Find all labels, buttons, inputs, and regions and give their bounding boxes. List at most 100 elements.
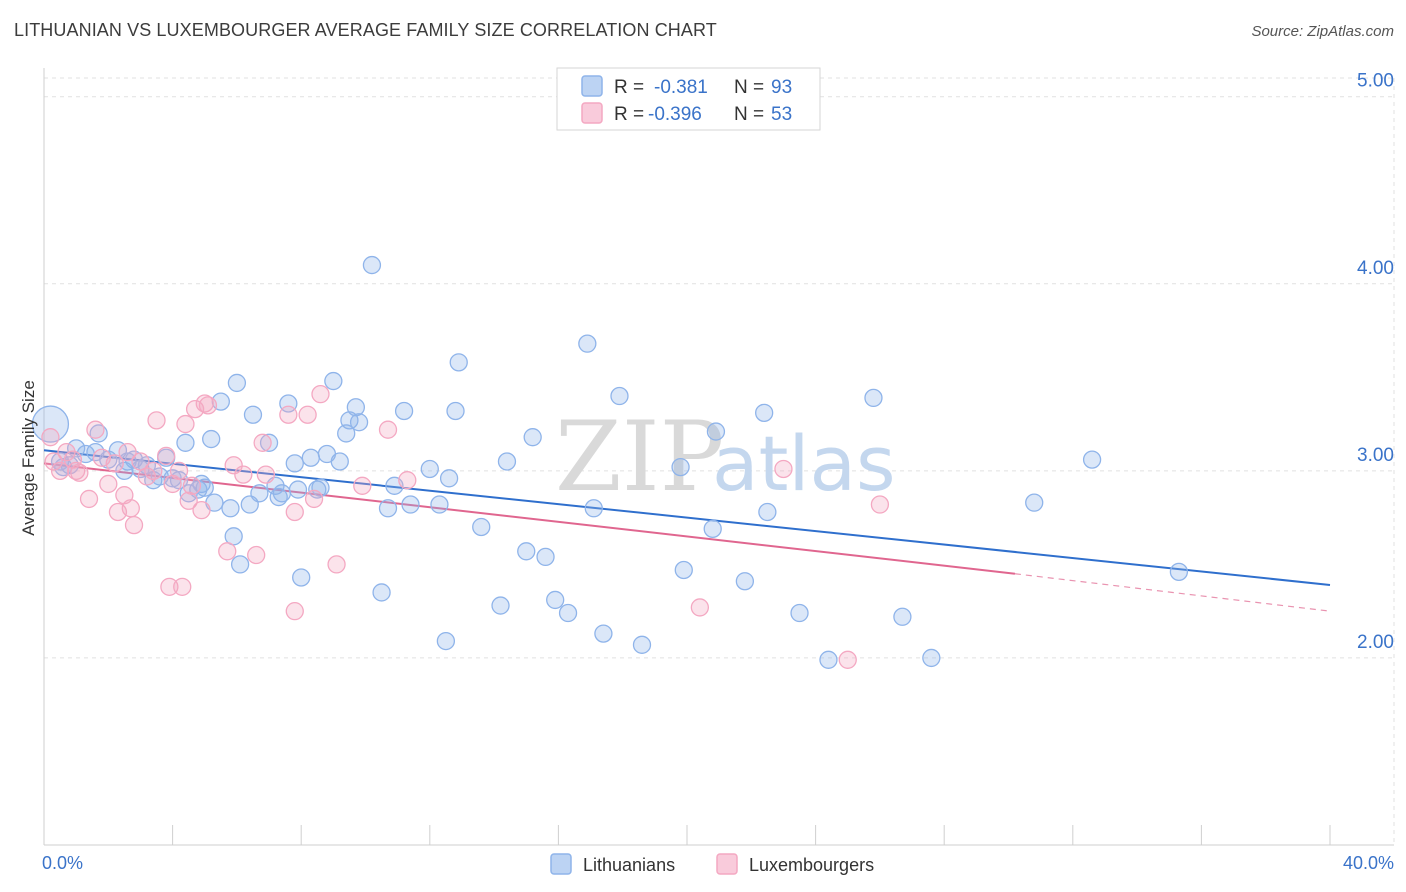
point-lithuanians-4: [67, 439, 86, 458]
point-luxembourgers-14: [118, 442, 137, 462]
point-lithuanians-31: [243, 405, 263, 424]
legend-bottom-swatch-luxembourgers: [716, 853, 738, 875]
point-lithuanians-50: [362, 255, 382, 275]
legend-n-value-lithuanians: 93: [771, 77, 792, 98]
point-luxembourgers-20: [147, 411, 166, 430]
point-lithuanians-59: [439, 469, 459, 488]
watermark-zip: ZIP: [555, 401, 724, 513]
legend-n-label-luxembourgers: N =: [734, 104, 764, 125]
legend-series: Lithuanians Luxembourgers: [550, 853, 874, 875]
chart-title: LITHUANIAN VS LUXEMBOURGER AVERAGE FAMIL…: [14, 20, 717, 40]
point-luxembourgers-32: [198, 396, 218, 415]
point-lithuanians-88: [1082, 450, 1102, 469]
point-luxembourgers-3: [57, 442, 76, 462]
point-luxembourgers-38: [256, 465, 275, 484]
legend-swatch-luxembourgers: [581, 102, 603, 124]
point-luxembourgers-5: [67, 461, 86, 481]
point-luxembourgers-11: [105, 454, 124, 473]
point-lithuanians-74: [632, 635, 652, 654]
point-luxembourgers-33: [218, 542, 237, 561]
point-luxembourgers-34: [224, 456, 243, 475]
point-lithuanians-32: [250, 484, 269, 503]
point-lithuanians-41: [301, 448, 320, 467]
legend-r-label-lithuanians: R =: [614, 77, 644, 98]
point-luxembourgers-48: [398, 471, 417, 490]
y-axis-label: Average Family Size: [19, 380, 38, 536]
point-luxembourgers-16: [124, 515, 144, 535]
point-lithuanians-87: [1025, 493, 1044, 512]
point-luxembourgers-46: [353, 476, 372, 495]
point-lithuanians-64: [497, 452, 517, 471]
point-lithuanians-57: [430, 495, 449, 514]
trend-line-luxembourgers: [43, 462, 1016, 575]
point-lithuanians-61: [449, 353, 468, 372]
point-luxembourgers-19: [144, 461, 163, 481]
point-luxembourgers-24: [169, 461, 189, 481]
point-lithuanians-17: [163, 469, 182, 488]
point-lithuanians-82: [790, 603, 809, 623]
point-lithuanians-89: [1169, 562, 1189, 582]
point-lithuanians-33: [259, 433, 279, 452]
trend-line-extension-luxembourgers: [1014, 573, 1331, 612]
point-luxembourgers-8: [86, 420, 105, 439]
point-lithuanians-86: [922, 648, 941, 668]
watermark-atlas: atlas: [712, 419, 896, 508]
point-luxembourgers-47: [378, 420, 398, 439]
y-tick-label-2: 4.00: [1357, 258, 1394, 279]
point-luxembourgers-7: [79, 489, 99, 509]
point-luxembourgers-27: [179, 491, 198, 510]
y-tick-labels: 2.00 3.00 4.00 5.00: [1357, 71, 1394, 653]
point-luxembourgers-39: [279, 405, 298, 424]
y-tick-label-1: 3.00: [1357, 445, 1394, 466]
y-tick-label-0: 2.00: [1357, 632, 1394, 653]
chart-source: Source: ZipAtlas.com: [1251, 23, 1394, 40]
axes: [43, 68, 1394, 846]
point-lithuanians-23: [202, 429, 221, 449]
point-luxembourgers-50: [774, 459, 793, 479]
point-lithuanians-39: [288, 480, 308, 499]
point-lithuanians-62: [472, 517, 491, 537]
point-lithuanians-71: [584, 499, 603, 518]
point-lithuanians-66: [523, 428, 542, 447]
point-luxembourgers-42: [298, 405, 317, 424]
point-lithuanians-75: [671, 457, 690, 477]
point-lithuanians-65: [517, 542, 536, 561]
point-luxembourgers-30: [192, 500, 211, 520]
point-lithuanians-73: [610, 386, 629, 406]
point-lithuanians-44: [324, 371, 343, 391]
point-luxembourgers-31: [195, 394, 214, 413]
point-lithuanians-70: [578, 334, 597, 353]
trend-line-lithuanians: [43, 449, 1331, 586]
point-lithuanians-81: [758, 502, 777, 522]
point-luxembourgers-44: [311, 385, 330, 404]
point-luxembourgers-28: [182, 476, 202, 495]
point-luxembourgers-2: [50, 461, 70, 481]
point-lithuanians-36: [272, 484, 292, 503]
point-luxembourgers-6: [70, 463, 89, 482]
data-points: [31, 255, 1189, 669]
point-lithuanians-67: [536, 547, 555, 567]
point-lithuanians-85: [893, 607, 912, 626]
point-lithuanians-0: [31, 405, 70, 443]
point-lithuanians-38: [285, 454, 304, 473]
point-lithuanians-52: [378, 499, 398, 518]
legend-n-label-lithuanians: N =: [734, 77, 764, 98]
point-luxembourgers-15: [121, 499, 140, 518]
x-tick-label-max: 40.0%: [1343, 853, 1394, 873]
legend-n-value-luxembourgers: 53: [771, 104, 792, 125]
point-luxembourgers-36: [247, 545, 266, 565]
point-luxembourgers-45: [327, 555, 346, 574]
point-luxembourgers-40: [285, 502, 304, 522]
point-luxembourgers-52: [870, 495, 890, 514]
point-lithuanians-83: [819, 650, 838, 669]
point-luxembourgers-35: [234, 465, 253, 484]
point-lithuanians-19: [176, 433, 195, 452]
point-lithuanians-45: [330, 452, 349, 471]
y-tick-label-3: 5.00: [1357, 71, 1394, 92]
point-lithuanians-28: [227, 373, 247, 393]
point-lithuanians-72: [594, 624, 613, 643]
point-luxembourgers-1: [44, 452, 63, 471]
trend-lines: [43, 449, 1331, 612]
point-lithuanians-54: [394, 401, 414, 421]
